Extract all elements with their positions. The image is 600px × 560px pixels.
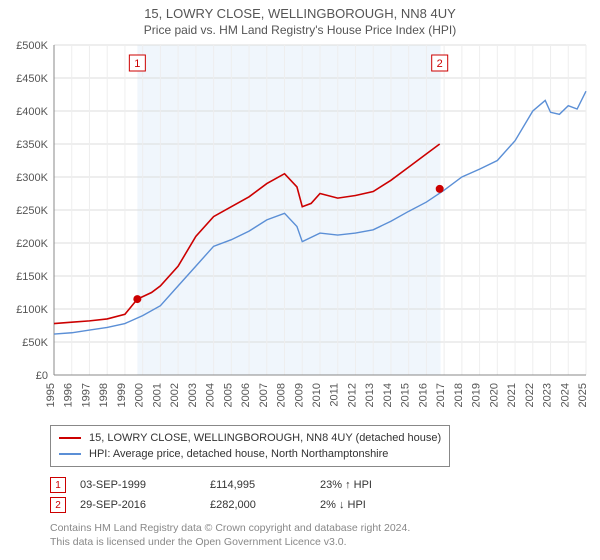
legend-swatch — [59, 437, 81, 439]
svg-text:2005: 2005 — [222, 383, 234, 407]
event-marker: 1 — [50, 477, 66, 493]
svg-text:1997: 1997 — [80, 383, 92, 407]
svg-text:£100K: £100K — [16, 304, 48, 316]
svg-text:£0: £0 — [36, 370, 48, 382]
svg-text:£300K: £300K — [16, 172, 48, 184]
svg-text:2012: 2012 — [346, 383, 358, 407]
svg-text:2002: 2002 — [169, 383, 181, 407]
event-pct: 2% ↓ HPI — [320, 499, 440, 511]
event-marker: 2 — [50, 497, 66, 513]
svg-text:2000: 2000 — [134, 383, 146, 407]
chart-title: 15, LOWRY CLOSE, WELLINGBOROUGH, NN8 4UY — [6, 6, 594, 21]
svg-text:2011: 2011 — [329, 383, 341, 407]
svg-text:2010: 2010 — [311, 383, 323, 407]
legend-swatch — [59, 453, 81, 455]
svg-text:2019: 2019 — [471, 383, 483, 407]
svg-text:£500K: £500K — [16, 40, 48, 52]
legend-item: HPI: Average price, detached house, Nort… — [59, 446, 441, 462]
svg-text:2004: 2004 — [205, 383, 217, 407]
svg-text:2009: 2009 — [293, 383, 305, 407]
legend: 15, LOWRY CLOSE, WELLINGBOROUGH, NN8 4UY… — [50, 425, 450, 467]
event-price: £282,000 — [210, 499, 320, 511]
svg-text:2003: 2003 — [187, 383, 199, 407]
legend-label: 15, LOWRY CLOSE, WELLINGBOROUGH, NN8 4UY… — [89, 432, 441, 444]
svg-text:1996: 1996 — [63, 383, 75, 407]
svg-text:2014: 2014 — [382, 383, 394, 407]
svg-text:£250K: £250K — [16, 205, 48, 217]
svg-text:2018: 2018 — [453, 383, 465, 407]
svg-text:£200K: £200K — [16, 238, 48, 250]
svg-text:1995: 1995 — [45, 383, 57, 407]
event-row: 2 29-SEP-2016£282,0002% ↓ HPI — [50, 495, 590, 515]
svg-text:£350K: £350K — [16, 139, 48, 151]
footer-line-1: Contains HM Land Registry data © Crown c… — [50, 521, 590, 535]
event-date: 03-SEP-1999 — [80, 479, 210, 491]
svg-text:£50K: £50K — [22, 337, 48, 349]
svg-text:2017: 2017 — [435, 383, 447, 407]
event-row: 1 03-SEP-1999£114,99523% ↑ HPI — [50, 475, 590, 495]
svg-text:2: 2 — [437, 58, 443, 70]
footer-line-2: This data is licensed under the Open Gov… — [50, 535, 590, 549]
svg-text:2013: 2013 — [364, 383, 376, 407]
svg-text:2008: 2008 — [276, 383, 288, 407]
svg-text:1999: 1999 — [116, 383, 128, 407]
svg-text:2021: 2021 — [506, 383, 518, 407]
svg-text:2022: 2022 — [524, 383, 536, 407]
svg-text:£450K: £450K — [16, 73, 48, 85]
svg-text:£400K: £400K — [16, 106, 48, 118]
svg-text:2023: 2023 — [542, 383, 554, 407]
svg-text:2024: 2024 — [559, 383, 571, 407]
svg-text:1: 1 — [134, 58, 140, 70]
attribution: Contains HM Land Registry data © Crown c… — [50, 521, 590, 549]
svg-text:2001: 2001 — [151, 383, 163, 407]
svg-text:1998: 1998 — [98, 383, 110, 407]
chart-subtitle: Price paid vs. HM Land Registry's House … — [6, 23, 594, 37]
price-chart: £0 £50K £100K £150K £200K £250K £300K £350K £400… — [6, 39, 594, 419]
svg-text:£150K: £150K — [16, 271, 48, 283]
svg-text:2006: 2006 — [240, 383, 252, 407]
event-table: 1 03-SEP-1999£114,99523% ↑ HPI 2 29-SEP-201… — [50, 475, 590, 515]
legend-label: HPI: Average price, detached house, Nort… — [89, 448, 388, 460]
svg-text:2007: 2007 — [258, 383, 270, 407]
svg-text:2016: 2016 — [417, 383, 429, 407]
svg-text:2020: 2020 — [488, 383, 500, 407]
svg-text:2025: 2025 — [577, 383, 589, 407]
svg-text:2015: 2015 — [400, 383, 412, 407]
event-price: £114,995 — [210, 479, 320, 491]
event-pct: 23% ↑ HPI — [320, 479, 440, 491]
legend-item: 15, LOWRY CLOSE, WELLINGBOROUGH, NN8 4UY… — [59, 430, 441, 446]
event-date: 29-SEP-2016 — [80, 499, 210, 511]
